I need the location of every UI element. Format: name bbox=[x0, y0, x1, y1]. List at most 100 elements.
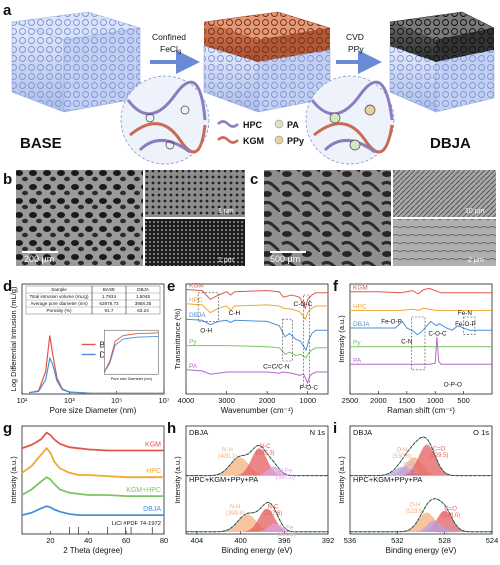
series-label-hpc: HPC bbox=[189, 297, 203, 304]
h-x-axis-label: Binding energy (eV) bbox=[222, 546, 293, 555]
h-peak-value-top-n-h: (400.1) bbox=[218, 454, 237, 460]
e-xtick-label: 3000 bbox=[218, 396, 235, 405]
series-label-kgm: KGM bbox=[189, 283, 204, 290]
h-peak-label-top-n-fe: N-Fe bbox=[279, 469, 293, 475]
h-frame bbox=[185, 425, 329, 535]
legend-swatch-ppy bbox=[274, 135, 284, 145]
chart-ftir: 4000 3000 2000 1000 Wavenumber (cm⁻¹) Transmi… bbox=[173, 283, 329, 415]
f-xtick-label: 2500 bbox=[342, 396, 359, 405]
d-table-cell: 91.7 bbox=[105, 308, 114, 313]
d-table-cell: 1.5048 bbox=[136, 294, 150, 299]
f-frame bbox=[349, 283, 493, 395]
i-raw-bottom bbox=[350, 498, 492, 533]
i-peak-top-c-o bbox=[350, 444, 492, 476]
series-label-hpc: HPC bbox=[353, 303, 367, 310]
d-xtick-label: 10³ bbox=[64, 396, 75, 405]
scale-text-b-main: 200 μm bbox=[24, 254, 54, 264]
g-x-axis-label: 2 Theta (degree) bbox=[63, 546, 123, 555]
e-frame bbox=[185, 283, 329, 395]
series-label-hpc: HPC bbox=[146, 468, 161, 475]
e-y-axis-label: Transmittance (%) bbox=[173, 308, 182, 369]
f-annot-feop-left: Fe-O-P bbox=[381, 319, 402, 326]
h-peak-label-top-n-c: N-C bbox=[260, 444, 271, 450]
f-dashed-box-fen bbox=[463, 316, 476, 335]
i-peak-label-bottom-o-h: O-H bbox=[409, 502, 420, 508]
f-xtick-label: 500 bbox=[457, 396, 470, 405]
sem-image-c-top bbox=[393, 170, 496, 217]
h-peak-top-n-c bbox=[186, 448, 328, 476]
base-label: BASE bbox=[20, 135, 62, 152]
h-y-axis-label: Intensity (a.u.) bbox=[173, 456, 182, 504]
scale-text-b-bottom: 1 μm bbox=[218, 257, 234, 264]
d-table-cell: Average pore diameter (nm) bbox=[30, 301, 88, 306]
h-raw-bottom bbox=[186, 502, 328, 533]
f-y-axis-label: Intensity (a.u.) bbox=[337, 315, 346, 363]
i-title: O 1s bbox=[473, 428, 489, 437]
i-peak-value-top-c-o: (529.5) bbox=[429, 453, 448, 459]
i-frame bbox=[349, 425, 493, 535]
step2-text-line2: PPy bbox=[348, 44, 364, 54]
series-label-py: Py bbox=[189, 339, 197, 346]
series-line-pa bbox=[185, 369, 328, 385]
inset-line-dbja bbox=[104, 335, 159, 373]
series-line-hpc bbox=[21, 446, 164, 479]
sem-image-b-top bbox=[145, 170, 245, 217]
e-xtick-label: 2000 bbox=[259, 396, 276, 405]
h-xtick-label: 396 bbox=[278, 536, 291, 545]
d-table-cell: 3958.35 bbox=[135, 301, 152, 306]
f-annot-feop-right: Fe-O-P bbox=[455, 321, 476, 328]
i-peak-label-bottom-c-o: C=O bbox=[444, 506, 457, 512]
h-peak-value-bottom-n-fe: (396.9) bbox=[277, 532, 296, 538]
i-top-sample-label: DBJA bbox=[353, 428, 372, 437]
series-line-kgm bbox=[21, 431, 164, 452]
panel-b: b 200 μm 1 μm 1 μm bbox=[3, 170, 245, 266]
h-title: N 1s bbox=[310, 428, 326, 437]
sem-image-c-bottom bbox=[393, 219, 496, 266]
g-xtick-label: 60 bbox=[122, 536, 130, 545]
panel-label-a: a bbox=[3, 2, 12, 19]
dbja-aerogel-block bbox=[388, 11, 495, 113]
h-xtick-label: 404 bbox=[191, 536, 204, 545]
step2-text-line1: CVD bbox=[346, 32, 364, 42]
g-xtick-label: 40 bbox=[84, 536, 92, 545]
i-raw-top bbox=[350, 436, 492, 476]
panel-label-f: f bbox=[333, 278, 339, 295]
series-line-kgm-hpc bbox=[21, 476, 164, 498]
h-peak-label-bottom-n-h: N-H bbox=[230, 504, 241, 510]
panel-label-i: i bbox=[333, 420, 337, 437]
series-label-dbja: DBJA bbox=[189, 312, 206, 319]
series-line-dbja bbox=[350, 320, 492, 336]
h-peak-label-bottom-n-c: N-C bbox=[267, 505, 278, 511]
i-peak-label-top-o-h: O-H bbox=[396, 447, 407, 453]
legend-swatch-pa bbox=[274, 119, 284, 129]
dbja-label: DBJA bbox=[430, 135, 471, 152]
legend-label-ppy: PPy bbox=[287, 136, 304, 146]
series-line-dbja bbox=[29, 356, 164, 394]
legend-label-pa: PA bbox=[287, 120, 299, 130]
d-y-axis-label: Log Differential Intrusion (mL/g) bbox=[9, 286, 18, 391]
e-xtick-label: 4000 bbox=[178, 396, 195, 405]
f-annot-cn: C-N bbox=[401, 338, 413, 345]
d-table-cell: 62878.73 bbox=[99, 301, 119, 306]
series-label-py: Py bbox=[353, 340, 361, 347]
series-label-kgm: KGM bbox=[145, 441, 161, 448]
panel-label-e: e bbox=[167, 278, 175, 295]
series-line-py bbox=[186, 345, 328, 359]
h-peak-label-bottom-n-fe: N-Fe bbox=[280, 525, 294, 531]
e-x-axis-label: Wavenumber (cm⁻¹) bbox=[221, 406, 294, 415]
panel-label-c: c bbox=[250, 171, 258, 188]
d-table-header: DBJA bbox=[137, 287, 150, 292]
h-peak-value-bottom-n-h: (399.4) bbox=[226, 511, 245, 517]
f-xtick-label: 2000 bbox=[370, 396, 387, 405]
i-y-axis-label: Intensity (a.u.) bbox=[337, 456, 346, 504]
i-peak-value-bottom-o-h: (529.5) bbox=[405, 509, 424, 515]
i-xtick-label: 524 bbox=[486, 536, 499, 545]
panel-a: a BASE Confined FeCl3 bbox=[3, 2, 495, 165]
chart-xrd: 20 40 60 80 2 Theta (degree) Intensity (a.u.)… bbox=[9, 425, 168, 555]
e-dashed-box-poc bbox=[303, 294, 310, 386]
h-bottom-sample-label: HPC+KGM+PPy+PA bbox=[189, 475, 258, 484]
scale-text-c-bottom: 2 μm bbox=[468, 257, 484, 264]
series-line-hpc bbox=[350, 307, 492, 311]
inset-line-base bbox=[103, 332, 159, 373]
